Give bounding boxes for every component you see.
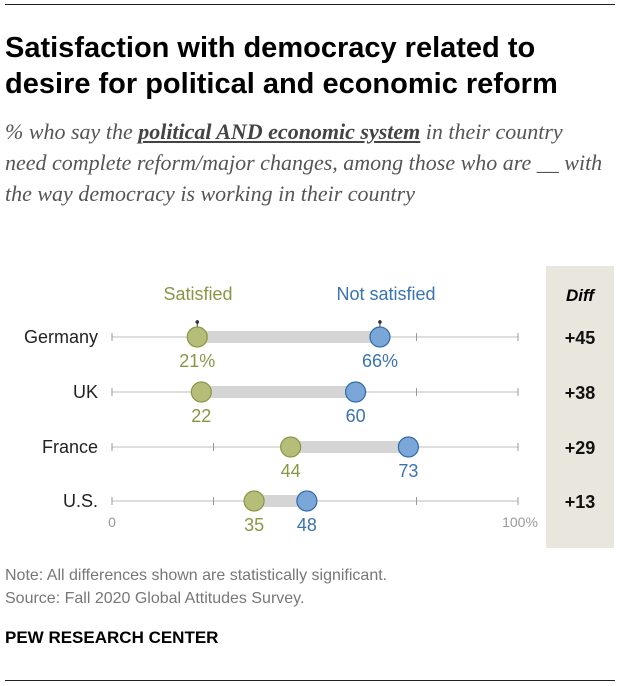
diff-value: +29 bbox=[565, 438, 596, 458]
label-not-satisfied: 73 bbox=[398, 461, 418, 481]
source-text: Source: Fall 2020 Global Attitudes Surve… bbox=[5, 590, 305, 607]
range-bar bbox=[201, 386, 356, 398]
subtitle-emphasis: political AND economic system bbox=[138, 119, 421, 144]
label-satisfied: 35 bbox=[244, 515, 264, 535]
dot-plot-chart: Diff Satisfied Not satisfied 21% 66% Germany +… bbox=[24, 266, 614, 548]
label-satisfied: 44 bbox=[281, 461, 301, 481]
organization-name: PEW RESEARCH CENTER bbox=[5, 628, 219, 647]
footnote: Note: All differences shown are statisti… bbox=[5, 564, 387, 610]
point-satisfied bbox=[190, 381, 212, 403]
country-label: France bbox=[42, 437, 98, 457]
subtitle-rest: in their country need complete reform/ma… bbox=[5, 119, 603, 206]
country-label: U.S. bbox=[63, 491, 98, 511]
point-satisfied bbox=[243, 490, 265, 512]
legend-connector-dot-not-satisfied bbox=[378, 320, 382, 324]
chart-subtitle: % who say the political AND economic sys… bbox=[5, 116, 605, 209]
range-bar bbox=[290, 441, 409, 453]
subtitle-lead: % who say the bbox=[5, 119, 139, 144]
point-not-satisfied bbox=[369, 326, 391, 348]
note-text: Note: All differences shown are statisti… bbox=[5, 567, 388, 584]
legend-connector-dot-satisfied bbox=[195, 320, 200, 324]
label-not-satisfied: 66% bbox=[362, 351, 398, 371]
point-satisfied bbox=[280, 436, 302, 458]
chart-area: Diff Satisfied Not satisfied 21% 66% Germany +… bbox=[0, 260, 620, 560]
diff-value: +45 bbox=[565, 328, 596, 348]
country-label: UK bbox=[73, 382, 98, 402]
axis-label-min: 0 bbox=[108, 514, 116, 530]
point-not-satisfied bbox=[345, 381, 367, 403]
legend-satisfied: Satisfied bbox=[163, 284, 232, 304]
country-label: Germany bbox=[24, 327, 98, 347]
point-satisfied bbox=[186, 326, 208, 348]
chart-title: Satisfaction with democracy related to d… bbox=[5, 32, 558, 100]
legend-not-satisfied: Not satisfied bbox=[336, 284, 435, 304]
point-not-satisfied bbox=[397, 436, 419, 458]
label-not-satisfied: 60 bbox=[346, 406, 366, 426]
label-not-satisfied: 48 bbox=[297, 515, 317, 535]
range-bar bbox=[254, 495, 307, 507]
label-satisfied: 22 bbox=[191, 406, 211, 426]
diff-value: +13 bbox=[565, 492, 596, 512]
range-bar bbox=[197, 331, 380, 343]
label-satisfied: 21% bbox=[179, 351, 215, 371]
point-not-satisfied bbox=[296, 490, 318, 512]
diff-value: +38 bbox=[565, 383, 596, 403]
axis-label-max: 100% bbox=[502, 514, 538, 530]
bottom-rule bbox=[5, 680, 615, 681]
diff-column-background bbox=[546, 266, 614, 548]
top-rule bbox=[5, 4, 615, 5]
diff-header: Diff bbox=[566, 286, 596, 305]
